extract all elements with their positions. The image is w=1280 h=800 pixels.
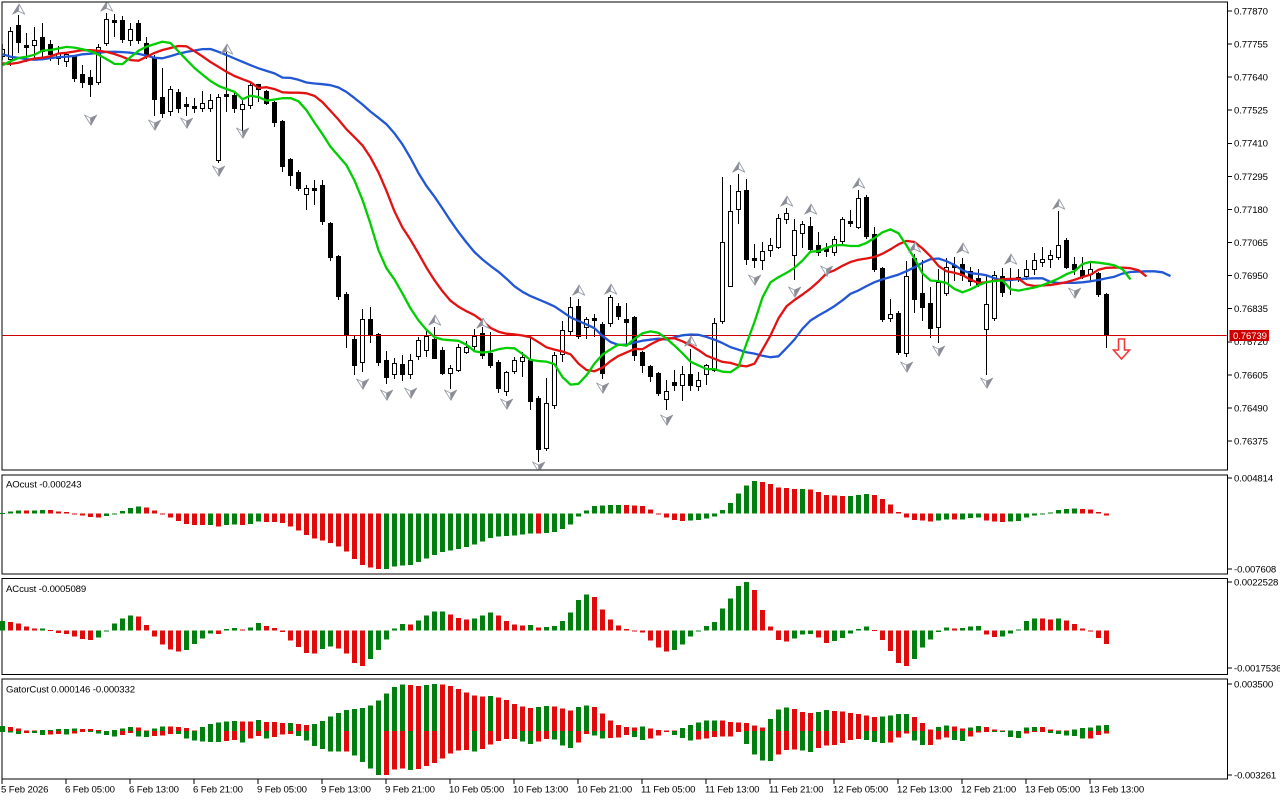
svg-text:0.76950: 0.76950	[1234, 271, 1268, 282]
svg-text:0.76605: 0.76605	[1234, 370, 1268, 381]
svg-text:0.0022528: 0.0022528	[1234, 577, 1278, 588]
svg-text:GatorCust 0.000146 -0.000332: GatorCust 0.000146 -0.000332	[6, 685, 135, 696]
svg-text:11 Feb 05:00: 11 Feb 05:00	[641, 785, 695, 796]
svg-text:10 Feb 13:00: 10 Feb 13:00	[513, 785, 568, 796]
svg-text:0.77295: 0.77295	[1234, 172, 1268, 183]
svg-text:11 Feb 13:00: 11 Feb 13:00	[705, 785, 759, 796]
svg-text:-0.0017536: -0.0017536	[1234, 663, 1280, 674]
svg-text:0.004814: 0.004814	[1234, 473, 1274, 484]
svg-text:0.76375: 0.76375	[1234, 436, 1268, 447]
svg-text:-0.003261: -0.003261	[1234, 770, 1276, 781]
svg-text:9 Feb 05:00: 9 Feb 05:00	[257, 785, 307, 796]
svg-text:0.77755: 0.77755	[1234, 39, 1268, 50]
svg-text:6 Feb 05:00: 6 Feb 05:00	[65, 785, 115, 796]
svg-text:12 Feb 13:00: 12 Feb 13:00	[897, 785, 952, 796]
svg-text:0.77410: 0.77410	[1234, 139, 1268, 150]
svg-text:11 Feb 21:00: 11 Feb 21:00	[769, 785, 823, 796]
svg-text:13 Feb 13:00: 13 Feb 13:00	[1089, 785, 1144, 796]
svg-text:6 Feb 21:00: 6 Feb 21:00	[193, 785, 243, 796]
svg-text:9 Feb 13:00: 9 Feb 13:00	[321, 785, 371, 796]
svg-text:5 Feb 2026: 5 Feb 2026	[1, 785, 48, 796]
svg-text:0.76720: 0.76720	[1234, 337, 1268, 348]
svg-text:12 Feb 21:00: 12 Feb 21:00	[961, 785, 1016, 796]
svg-text:0.76739: 0.76739	[1233, 331, 1267, 342]
svg-text:ACcust -0.0005089: ACcust -0.0005089	[6, 584, 86, 595]
svg-text:9 Feb 21:00: 9 Feb 21:00	[385, 785, 435, 796]
svg-text:10 Feb 05:00: 10 Feb 05:00	[449, 785, 504, 796]
svg-text:0.77525: 0.77525	[1234, 106, 1268, 117]
svg-text:0.77870: 0.77870	[1234, 6, 1268, 17]
svg-text:-0.007608: -0.007608	[1234, 564, 1276, 575]
svg-text:0.003500: 0.003500	[1234, 679, 1273, 690]
svg-text:0.77180: 0.77180	[1234, 205, 1268, 216]
svg-text:0.76490: 0.76490	[1234, 403, 1268, 414]
svg-text:0.77065: 0.77065	[1234, 238, 1268, 249]
svg-text:0.76835: 0.76835	[1234, 304, 1268, 315]
svg-text:0.77640: 0.77640	[1234, 73, 1268, 84]
svg-text:13 Feb 05:00: 13 Feb 05:00	[1025, 785, 1080, 796]
svg-text:10 Feb 21:00: 10 Feb 21:00	[577, 785, 632, 796]
svg-text:AOcust -0.000243: AOcust -0.000243	[6, 480, 81, 491]
svg-text:12 Feb 05:00: 12 Feb 05:00	[833, 785, 888, 796]
svg-text:6 Feb 13:00: 6 Feb 13:00	[129, 785, 179, 796]
